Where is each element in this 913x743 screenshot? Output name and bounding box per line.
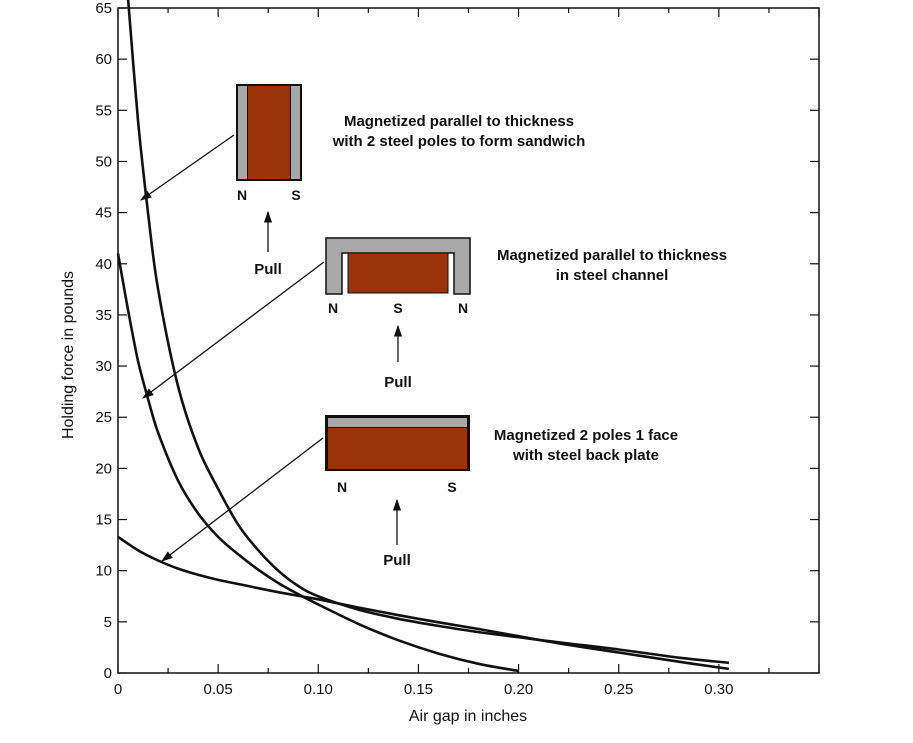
back-plate-pole-n: N [337, 479, 347, 495]
back-plate-label-line-2: with steel back plate [512, 447, 659, 464]
y-tick-label: 35 [95, 307, 112, 324]
sandwich-label-line-1: Magnetized parallel to thickness [344, 113, 574, 130]
y-tick-label: 25 [95, 409, 112, 426]
x-tick-label: 0 [114, 681, 122, 698]
sandwich-left-pole [238, 86, 247, 179]
x-tick-label: 0.15 [404, 681, 433, 698]
sandwich-pole-n: N [237, 187, 247, 203]
y-tick-label: 65 [95, 0, 112, 17]
y-tick-label: 60 [95, 51, 112, 68]
series-line-1 [126, 0, 730, 665]
back-plate-steel [328, 418, 467, 427]
channel-pull-label: Pull [384, 374, 412, 391]
y-tick-label: 0 [104, 665, 112, 682]
sandwich-label-line-2: with 2 steel poles to form sandwich [332, 133, 586, 150]
x-tick-label: 0.20 [504, 681, 533, 698]
series-curves [116, 0, 730, 673]
y-tick-label: 10 [95, 563, 112, 580]
y-tick-label: 45 [95, 205, 112, 222]
x-tick-label: 0.25 [604, 681, 633, 698]
back-plate-pole-s: S [447, 479, 456, 495]
y-tick-label: 55 [95, 102, 112, 119]
y-tick-label: 15 [95, 512, 112, 529]
diagram-sandwich: N S Pull Magnetized parallel to thicknes… [140, 84, 586, 278]
back-plate-magnet [328, 428, 467, 469]
sandwich-magnet [248, 86, 290, 179]
channel-label-line-2: in steel channel [556, 267, 669, 284]
channel-pole-n-left: N [328, 300, 338, 316]
back-plate-label-line-1: Magnetized 2 poles 1 face [494, 427, 678, 444]
y-tick-label: 40 [95, 256, 112, 273]
channel-pole-n-right: N [458, 300, 468, 316]
axis-ticks [117, 7, 820, 674]
back-plate-pull-label: Pull [383, 552, 411, 569]
y-tick-label: 30 [95, 358, 112, 375]
y-tick-labels: 0 5 10 15 20 25 30 35 40 45 50 55 60 65 [95, 0, 112, 682]
x-tick-label: 0.30 [704, 681, 733, 698]
x-tick-label: 0.05 [204, 681, 233, 698]
back-plate-leader-arrow [161, 437, 324, 562]
channel-pole-s: S [393, 300, 402, 316]
x-axis-label: Air gap in inches [409, 708, 527, 725]
x-tick-label: 0.10 [304, 681, 333, 698]
sandwich-pole-s: S [291, 187, 300, 203]
sandwich-right-pole [291, 86, 300, 179]
sandwich-leader-arrow [140, 134, 235, 201]
channel-outline [325, 237, 471, 295]
plot-frame [117, 7, 820, 674]
y-tick-label: 50 [95, 153, 112, 170]
series-line-3 [117, 535, 730, 671]
y-axis-label: Holding force in pounds [60, 271, 77, 439]
channel-label-line-1: Magnetized parallel to thickness [497, 247, 727, 264]
diagram-back-plate: N S Pull Magnetized 2 poles 1 face with … [161, 415, 678, 569]
channel-magnet [347, 252, 449, 294]
y-tick-label: 20 [95, 460, 112, 477]
x-tick-labels: 0 0.05 0.10 0.15 0.20 0.25 0.30 [114, 681, 734, 698]
channel-leader-arrow [142, 261, 325, 399]
sandwich-pull-label: Pull [254, 261, 282, 278]
diagram-channel: N S N Pull Magnetized parallel to thickn… [142, 237, 727, 399]
y-tick-label: 5 [104, 614, 112, 631]
